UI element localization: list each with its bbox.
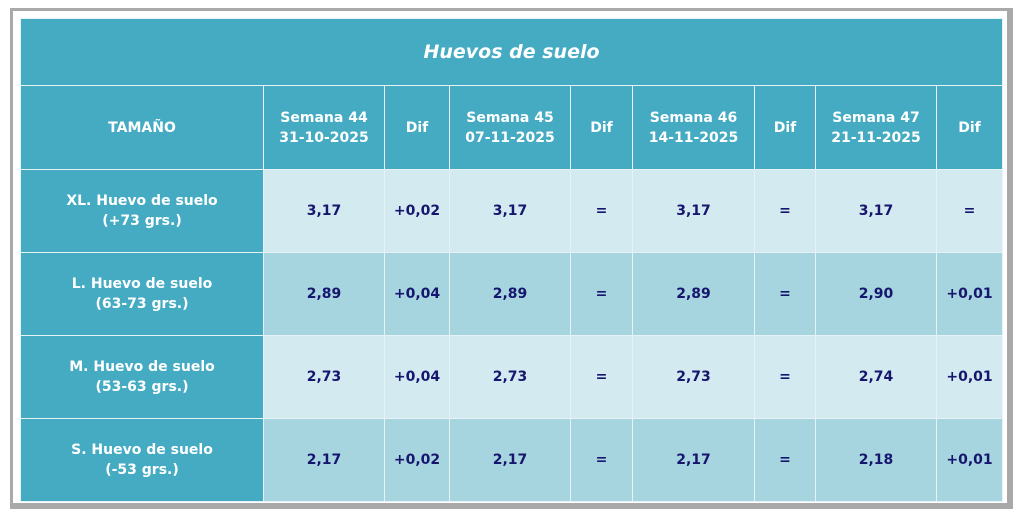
table-title: Huevos de suelo — [19, 18, 1004, 86]
table-row: S. Huevo de suelo (-53 grs.) 2,17 +0,02 2,17… — [20, 418, 1004, 502]
dif-cell: = — [570, 169, 633, 253]
column-header-week: Semana 45 07-11-2025 — [449, 85, 571, 170]
size-cell: M. Huevo de suelo (53-63 grs.) — [20, 335, 264, 419]
size-range: (-53 grs.) — [105, 462, 179, 478]
price-cell: 2,18 — [815, 418, 937, 502]
dif-cell: +0,01 — [935, 335, 1004, 419]
dif-cell: = — [570, 418, 633, 502]
size-cell: L. Huevo de suelo (63-73 grs.) — [20, 252, 264, 336]
price-cell: 3,17 — [815, 169, 937, 253]
dif-cell: = — [935, 169, 1004, 253]
dif-cell: = — [754, 418, 816, 502]
size-name: S. Huevo de suelo — [71, 442, 213, 458]
size-range: (63-73 grs.) — [95, 296, 189, 312]
week-label: Semana 44 — [280, 109, 368, 126]
week-date: 07-11-2025 — [465, 129, 555, 146]
price-cell: 2,89 — [449, 252, 571, 336]
price-cell: 3,17 — [632, 169, 755, 253]
dif-cell: = — [570, 252, 633, 336]
table-row: XL. Huevo de suelo (+73 grs.) 3,17 +0,02 3,1… — [20, 169, 1004, 253]
table-row: M. Huevo de suelo (53-63 grs.) 2,73 +0,04 2,… — [20, 335, 1004, 419]
dif-cell: +0,04 — [384, 335, 450, 419]
price-table: Huevos de suelo TAMAÑO Semana 44 31-10-20… — [19, 18, 1004, 502]
price-cell: 2,17 — [263, 418, 385, 502]
dif-cell: +0,04 — [384, 252, 450, 336]
price-cell: 2,90 — [815, 252, 937, 336]
size-name: XL. Huevo de suelo — [66, 193, 218, 209]
dif-cell: +0,02 — [384, 169, 450, 253]
column-header-dif: Dif — [570, 85, 633, 170]
column-header-dif: Dif — [384, 85, 450, 170]
dif-cell: = — [570, 335, 633, 419]
week-label: Semana 45 — [466, 109, 554, 126]
dif-cell: +0,02 — [384, 418, 450, 502]
column-header-week: Semana 47 21-11-2025 — [815, 85, 937, 170]
week-date: 14-11-2025 — [648, 129, 739, 146]
dif-cell: = — [754, 252, 816, 336]
table-row: L. Huevo de suelo (63-73 grs.) 2,89 +0,04 2,… — [20, 252, 1004, 336]
week-date: 21-11-2025 — [831, 129, 921, 146]
dif-cell: = — [754, 169, 816, 253]
price-cell: 2,73 — [263, 335, 385, 419]
size-range: (53-63 grs.) — [95, 379, 189, 395]
price-cell: 2,89 — [632, 252, 755, 336]
dif-cell: +0,01 — [935, 252, 1004, 336]
size-name: L. Huevo de suelo — [71, 276, 213, 292]
price-cell: 2,17 — [632, 418, 755, 502]
column-header-week: Semana 46 14-11-2025 — [632, 85, 755, 170]
week-label: Semana 47 — [832, 109, 920, 126]
column-header-dif: Dif — [935, 85, 1004, 170]
price-cell: 3,17 — [449, 169, 571, 253]
column-header-week: Semana 44 31-10-2025 — [263, 85, 385, 170]
column-header-size: TAMAÑO — [20, 85, 264, 170]
price-cell: 2,73 — [632, 335, 755, 419]
price-cell: 2,17 — [449, 418, 571, 502]
size-range: (+73 grs.) — [102, 213, 182, 229]
week-date: 31-10-2025 — [279, 129, 369, 146]
dif-cell: +0,01 — [935, 418, 1004, 502]
size-cell: S. Huevo de suelo (-53 grs.) — [20, 418, 264, 502]
price-cell: 3,17 — [263, 169, 385, 253]
size-name: M. Huevo de suelo — [69, 359, 215, 375]
dif-cell: = — [754, 335, 816, 419]
size-cell: XL. Huevo de suelo (+73 grs.) — [20, 169, 264, 253]
price-cell: 2,89 — [263, 252, 385, 336]
price-cell: 2,73 — [449, 335, 571, 419]
column-header-dif: Dif — [754, 85, 816, 170]
price-cell: 2,74 — [815, 335, 937, 419]
week-label: Semana 46 — [649, 109, 738, 126]
